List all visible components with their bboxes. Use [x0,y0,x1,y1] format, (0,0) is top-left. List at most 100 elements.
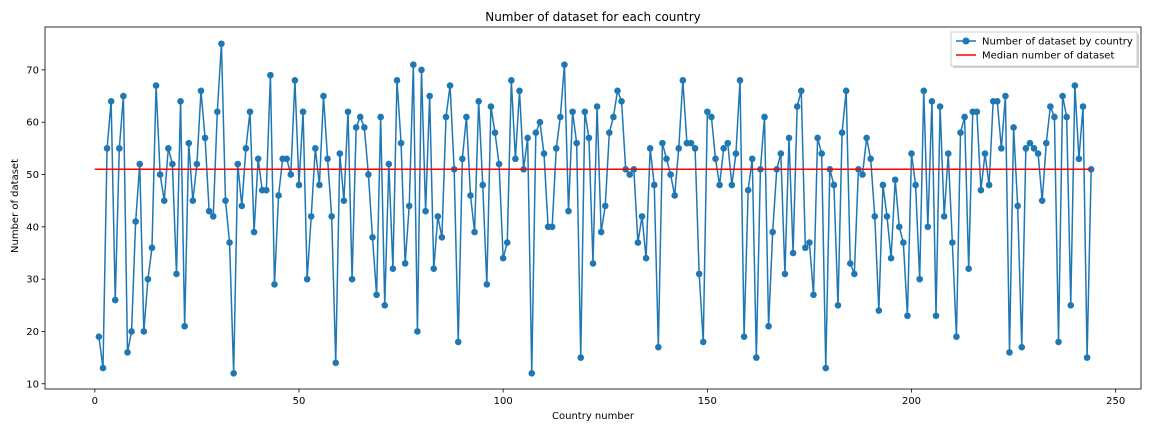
data-point [471,228,478,236]
data-point [908,150,915,157]
data-point [944,150,952,157]
data-point [271,281,278,288]
y-tick-label: 50 [26,170,39,181]
x-tick-label: 150 [698,396,717,407]
y-tick-label: 40 [26,222,39,233]
data-point [802,244,809,252]
data-point [181,322,188,330]
data-point [875,307,883,314]
data-point [324,155,331,163]
data-point [650,181,658,189]
data-point [512,155,519,163]
data-point [365,171,372,178]
data-point [238,202,246,210]
data-point [446,82,454,89]
data-point [263,186,270,194]
data-point [928,97,936,105]
data-point [242,145,250,152]
data-point [340,197,348,204]
data-point [789,249,797,257]
data-point [303,275,311,283]
data-point [981,150,989,157]
data-point [430,265,438,272]
data-point [422,207,429,215]
data-point [516,87,523,95]
data-point [148,244,156,252]
data-point [634,239,642,246]
data-point [336,150,344,157]
data-point [132,218,139,225]
data-point [932,312,940,320]
axes-frame [44,26,1142,390]
data-point [385,160,393,168]
data-point [1059,92,1066,100]
data-point [663,155,670,163]
data-point [320,92,327,100]
data-point [307,213,315,220]
data-point [1063,113,1070,121]
data-point [356,113,364,121]
data-point [993,97,1001,105]
data-point [1038,197,1046,204]
data-point [381,302,389,309]
data-point [299,108,307,116]
data-point [940,213,948,220]
data-point [846,260,854,267]
data-point [197,87,205,95]
data-point [287,171,295,178]
data-point [111,296,119,304]
data-point [895,223,903,231]
data-point [548,223,556,231]
data-point [916,275,923,283]
data-point [418,66,425,74]
data-point [352,124,360,131]
data-point [214,108,221,116]
data-point [536,118,544,126]
data-point [454,338,462,346]
data-point [479,181,487,189]
data-point [222,197,229,204]
data-point [124,349,131,356]
data-point [414,328,421,335]
data-point [953,333,960,340]
data-point [1010,124,1017,131]
data-point [904,312,911,320]
data-point [467,192,474,199]
data-point [732,150,740,157]
data-point [818,150,825,157]
data-point [985,181,993,189]
data-point [1026,139,1034,147]
data-point [687,139,695,147]
data-point [475,97,482,105]
data-point [528,370,536,377]
data-point [230,370,237,377]
data-point [361,124,368,131]
data-point [291,77,299,84]
data-point [589,260,597,267]
data-point [328,213,335,220]
data-point [1047,103,1054,110]
data-point [973,108,981,116]
data-point [405,202,413,210]
data-point [373,291,380,299]
data-point [552,145,560,152]
legend-label-series-1: Number of dataset by country [982,37,1133,48]
data-point [577,354,585,361]
data-point [561,61,568,68]
data-point [695,270,703,278]
data-point [810,291,817,299]
data-point [483,281,491,288]
data-point [1083,354,1091,361]
data-point [712,155,719,163]
data-point [503,239,511,246]
data-point [1071,82,1079,89]
data-point [193,160,201,168]
data-point [708,113,715,121]
data-point [1022,145,1030,152]
data-point [830,181,838,189]
data-point [312,145,319,152]
data-point [491,129,499,136]
data-point [626,171,634,178]
data-point [887,254,895,262]
data-point [859,171,866,178]
